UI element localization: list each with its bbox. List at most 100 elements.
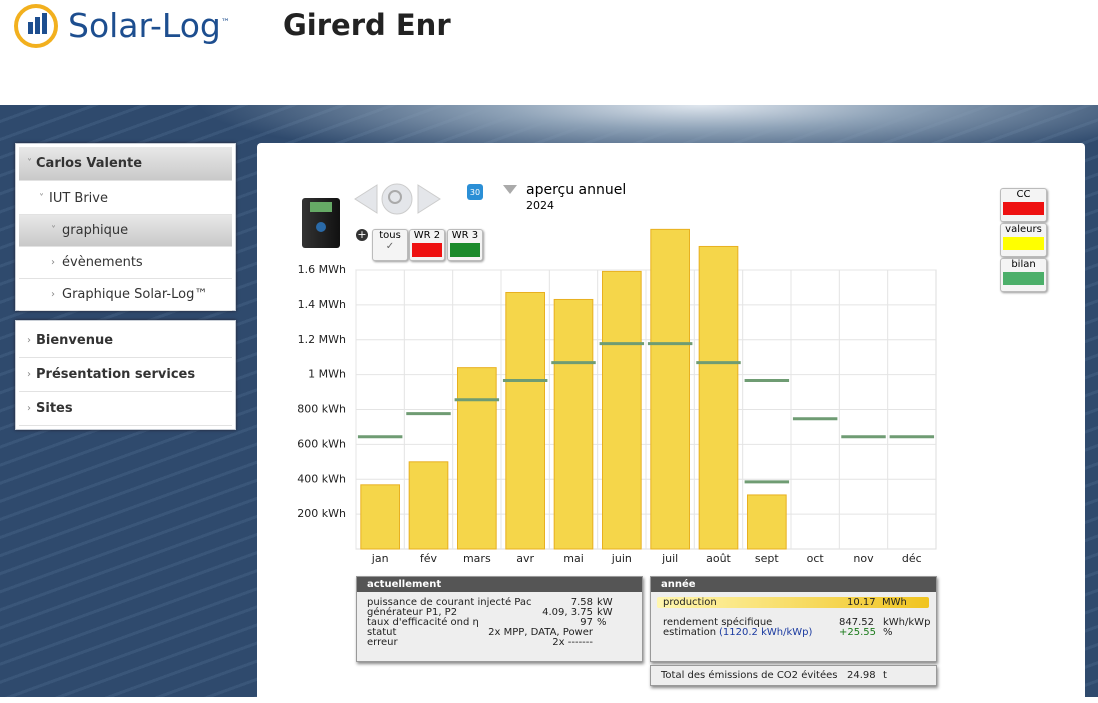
btn-bilan[interactable]: bilan (1000, 258, 1047, 292)
value: 2x MPP, DATA, Power (488, 627, 593, 638)
unit: kW (597, 597, 613, 608)
co2-panel: Total des émissions de CO2 évitées 24.98… (650, 665, 937, 686)
x-tick-label: avr (516, 552, 534, 565)
value: 2x ------- (552, 637, 593, 648)
nav-item[interactable]: › évènements (19, 247, 232, 279)
nav-user[interactable]: ˅ Carlos Valente (19, 147, 232, 181)
btn-cc[interactable]: CC (1000, 188, 1047, 222)
value: 847.52 (839, 617, 874, 628)
btn-wr3[interactable]: WR 3 (447, 229, 483, 261)
info-row: taux d'efficacité ond η 97% (367, 617, 642, 628)
x-tick-label: juin (611, 552, 632, 565)
bar (650, 228, 690, 550)
production-row: production 10.17 MWh (657, 597, 929, 608)
info-row: statut 2x MPP, DATA, Power (367, 627, 642, 638)
x-tick-label: mai (563, 552, 584, 565)
logo: Solar-Log (68, 6, 221, 45)
unit: MWh (882, 597, 907, 608)
bar (698, 245, 739, 550)
label: production (663, 597, 717, 608)
x-tick-label: juil (661, 552, 678, 565)
unit: kWh/kWp (883, 617, 931, 628)
tm: ™ (220, 18, 230, 28)
label: WR 3 (451, 230, 479, 241)
site-title: Girerd Enr (283, 8, 451, 42)
label: bilan (1011, 259, 1036, 270)
bar (505, 291, 546, 550)
x-tick-label: août (706, 552, 731, 565)
info-row: erreur 2x ------- (367, 637, 642, 648)
next[interactable] (417, 184, 441, 214)
user: Carlos Valente (36, 156, 143, 171)
label: Bienvenue (36, 333, 114, 348)
unit: kW (597, 607, 613, 618)
bar (747, 494, 787, 550)
bar (457, 367, 497, 550)
view: aperçu annuel (526, 182, 627, 198)
label: valeurs (1005, 224, 1042, 235)
unit: % (597, 617, 607, 628)
label: rendement spécifique (663, 617, 773, 628)
x-tick-label: jan (371, 552, 389, 565)
panel-title: actuellement (357, 577, 642, 592)
label: estimation (663, 627, 717, 638)
bar (602, 270, 642, 550)
info-row: puissance de courant injecté Pac 7.58 kW (367, 597, 642, 608)
y-tick-label: 1 MWh (308, 368, 346, 381)
label: tous (379, 230, 401, 241)
unit: t (883, 670, 887, 681)
nav-item[interactable]: › Graphique Solar-Log™ (19, 279, 232, 311)
label: WR 2 (413, 230, 441, 241)
x-tick-label: déc (902, 552, 922, 565)
value: 10.17 (847, 597, 876, 608)
y-tick-label: 1.6 MWh (298, 263, 346, 276)
bar (553, 298, 594, 550)
y-tick-label: 600 kWh (297, 437, 346, 450)
calendar[interactable]: 30 (467, 184, 483, 200)
value: 24.98 (847, 670, 876, 681)
label: évènements (62, 255, 143, 270)
menu-box: › Bienvenue › Présentation services › Sites (15, 320, 236, 430)
label: Graphique Solar-Log™ (62, 287, 208, 302)
year-panel: année production 10.17 MWh rendement spé… (650, 576, 937, 662)
x-tick-label: nov (853, 552, 874, 565)
label: Total des émissions de CO2 évitées (661, 670, 838, 681)
menu-item[interactable]: › Bienvenue (19, 324, 232, 358)
x-tick-label: fév (420, 552, 438, 565)
btn-wr2[interactable]: WR 2 (409, 229, 445, 261)
nav-item[interactable]: ˅ graphique (19, 215, 232, 247)
zoom[interactable] (381, 183, 413, 215)
btn-values[interactable]: valeurs (1000, 223, 1047, 257)
label: générateur P1, P2 (367, 607, 458, 618)
nav-item[interactable]: ˅ IUT Brive (19, 184, 232, 215)
current-panel: actuellement puissance de courant inject… (356, 576, 643, 662)
y-tick-label: 200 kWh (297, 507, 346, 520)
logo-icon (14, 4, 58, 48)
device-icon (302, 198, 340, 248)
label: CC (1016, 189, 1031, 200)
logo-text: Solar-Log™ (68, 6, 230, 45)
menu-item[interactable]: › Sites (19, 392, 232, 426)
label: graphique (62, 223, 129, 238)
bar (408, 461, 449, 550)
value: 7.58 (570, 597, 593, 608)
btn-all[interactable]: tous ✓ (372, 229, 408, 261)
nav-box: ˅ Carlos Valente ˅ IUT Brive ˅ graphique › é… (15, 143, 236, 311)
x-tick-label: oct (807, 552, 825, 565)
label: IUT Brive (49, 191, 108, 206)
dropdown[interactable] (503, 185, 517, 194)
panel-title: année (651, 577, 936, 592)
label: Sites (36, 401, 73, 416)
y-tick-label: 1.2 MWh (298, 333, 346, 346)
menu-item[interactable]: › Présentation services (19, 358, 232, 392)
x-tick-label: mars (463, 552, 491, 565)
info-row: générateur P1, P2 4.09, 3.75 kW (367, 607, 642, 618)
label: statut (367, 627, 397, 638)
label: Présentation services (36, 367, 196, 382)
unit: % (883, 627, 893, 638)
x-tick-label: sept (755, 552, 779, 565)
add[interactable]: + (356, 228, 368, 241)
prev[interactable] (354, 184, 378, 214)
